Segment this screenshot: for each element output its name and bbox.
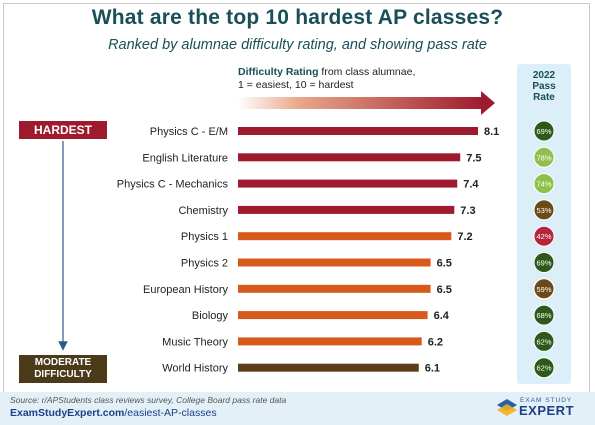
difficulty-bar <box>238 153 461 162</box>
chart-title: What are the top 10 hardest AP classes? <box>91 6 504 29</box>
bar-value-label: 6.5 <box>437 284 452 296</box>
bar-value-label: 7.3 <box>460 205 475 217</box>
chart-subtitle: Ranked by alumnae difficulty rating, and… <box>108 37 487 53</box>
category-label: Biology <box>192 310 229 322</box>
pass-rate-value: 42% <box>536 232 551 241</box>
difficulty-bar <box>238 311 428 320</box>
pass-rate-value: 69% <box>536 127 551 136</box>
hardest-badge: HARDEST <box>19 121 107 139</box>
difficulty-arrow-shaft <box>238 97 483 109</box>
bar-value-label: 6.4 <box>434 310 450 322</box>
category-label: Chemistry <box>178 205 228 217</box>
category-label: Physics 1 <box>181 231 228 243</box>
bar-value-label: 6.1 <box>425 363 440 375</box>
pass-rate-badge <box>533 146 555 168</box>
pass-rate-value: 62% <box>536 337 551 346</box>
bar-value-label: 6.2 <box>428 336 443 348</box>
footer-band <box>0 392 595 425</box>
difficulty-bar <box>238 127 478 135</box>
pass-rate-value: 78% <box>536 153 551 162</box>
pass-rate-column <box>517 64 571 384</box>
pass-rate-value: 62% <box>536 364 551 373</box>
pass-rate-value: 53% <box>536 206 551 215</box>
difficulty-bar <box>238 337 422 346</box>
difficulty-bar <box>238 232 452 241</box>
category-label: Physics C - Mechanics <box>117 179 229 191</box>
difficulty-arrow-head <box>481 91 495 115</box>
pass-rate-badge <box>533 120 555 142</box>
pass-rate-badge <box>533 304 555 326</box>
pass-rate-value: 74% <box>536 180 551 189</box>
category-label: European History <box>143 284 228 296</box>
exam-study-expert-logo: EXAM STUDY EXPERT <box>496 397 581 419</box>
category-label: English Literature <box>142 152 228 164</box>
difficulty-bar <box>238 205 455 214</box>
difficulty-bar <box>238 179 458 188</box>
source-note: Source: r/APStudents class reviews surve… <box>10 395 287 405</box>
site-link[interactable]: ExamStudyExpert.com/easiest-AP-classes <box>10 407 217 419</box>
pass-rate-badge <box>533 252 555 273</box>
pass-rate-badge <box>533 330 555 352</box>
difficulty-bar <box>238 363 419 372</box>
difficulty-bar <box>238 258 431 267</box>
moderate-difficulty-badge: MODERATE DIFFICULTY <box>19 355 107 383</box>
bar-value-label: 7.5 <box>466 152 481 164</box>
difficulty-bar <box>238 284 431 293</box>
category-label: Music Theory <box>162 336 228 348</box>
bar-value-label: 8.1 <box>484 126 499 138</box>
category-label: World History <box>162 363 228 375</box>
pass-rate-badge <box>533 199 555 221</box>
pass-rate-value: 59% <box>536 285 551 294</box>
category-label: Physics 2 <box>181 258 228 270</box>
pass-rate-badge <box>533 225 555 247</box>
pass-rate-header: 2022 Pass Rate <box>532 70 556 103</box>
logo-icon <box>497 399 517 416</box>
pass-rate-value: 69% <box>536 259 551 268</box>
bar-value-label: 7.4 <box>463 179 479 191</box>
pass-rate-badge <box>533 278 555 300</box>
category-label: Physics C - E/M <box>150 126 228 138</box>
pass-rate-badge <box>533 173 555 195</box>
difficulty-rating-label: Difficulty Rating from class alumnae, 1 … <box>238 66 416 91</box>
bar-value-label: 6.5 <box>437 258 452 270</box>
pass-rate-badge <box>533 357 555 379</box>
pass-rate-value: 68% <box>536 311 551 320</box>
bar-value-label: 7.2 <box>457 231 472 243</box>
